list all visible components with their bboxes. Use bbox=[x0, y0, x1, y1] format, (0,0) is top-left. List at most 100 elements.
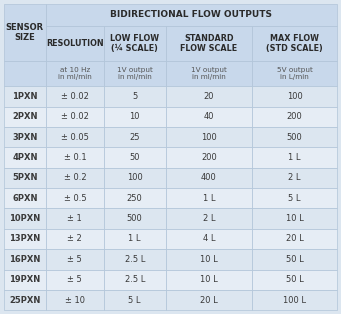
Text: 13PXN: 13PXN bbox=[9, 235, 41, 243]
Bar bbox=[165, 229, 252, 249]
Bar bbox=[4, 188, 46, 208]
Bar bbox=[46, 249, 104, 269]
Bar bbox=[252, 127, 337, 147]
Bar bbox=[252, 208, 337, 229]
Bar bbox=[46, 168, 104, 188]
Text: 5 L: 5 L bbox=[129, 295, 141, 305]
Bar bbox=[46, 86, 104, 106]
Text: 16PXN: 16PXN bbox=[9, 255, 41, 264]
Bar bbox=[165, 127, 252, 147]
Text: ± 0.2: ± 0.2 bbox=[63, 173, 86, 182]
Bar bbox=[252, 147, 337, 168]
Bar bbox=[104, 147, 165, 168]
Bar bbox=[46, 269, 104, 290]
Text: STANDARD
FLOW SCALE: STANDARD FLOW SCALE bbox=[180, 34, 237, 53]
Bar bbox=[252, 106, 337, 127]
Bar bbox=[104, 290, 165, 310]
Bar bbox=[46, 127, 104, 147]
Bar bbox=[165, 26, 252, 61]
Text: 100 L: 100 L bbox=[283, 295, 306, 305]
Text: ± 5: ± 5 bbox=[68, 255, 82, 264]
Bar bbox=[165, 290, 252, 310]
Text: ± 2: ± 2 bbox=[68, 235, 82, 243]
Bar bbox=[252, 269, 337, 290]
Bar bbox=[4, 269, 46, 290]
Bar bbox=[4, 290, 46, 310]
Bar bbox=[4, 86, 46, 106]
Bar bbox=[165, 188, 252, 208]
Bar bbox=[4, 61, 46, 86]
Text: 250: 250 bbox=[127, 194, 143, 203]
Text: 10 L: 10 L bbox=[200, 275, 218, 284]
Text: 200: 200 bbox=[286, 112, 302, 121]
Text: 5V output
in L/min: 5V output in L/min bbox=[277, 67, 312, 80]
Bar bbox=[4, 208, 46, 229]
Bar bbox=[252, 249, 337, 269]
Bar bbox=[165, 168, 252, 188]
Bar bbox=[46, 61, 104, 86]
Text: 4 L: 4 L bbox=[203, 235, 215, 243]
Text: 3PXN: 3PXN bbox=[12, 133, 38, 142]
Text: 100: 100 bbox=[127, 173, 143, 182]
Bar bbox=[252, 188, 337, 208]
Bar bbox=[165, 208, 252, 229]
Bar bbox=[165, 106, 252, 127]
Bar bbox=[46, 106, 104, 127]
Bar bbox=[46, 290, 104, 310]
Bar bbox=[252, 61, 337, 86]
Text: 50 L: 50 L bbox=[286, 275, 303, 284]
Text: ± 1: ± 1 bbox=[68, 214, 82, 223]
Text: 2.5 L: 2.5 L bbox=[124, 255, 145, 264]
Bar bbox=[104, 86, 165, 106]
Text: 2.5 L: 2.5 L bbox=[124, 275, 145, 284]
Text: 25: 25 bbox=[130, 133, 140, 142]
Text: 10 L: 10 L bbox=[286, 214, 303, 223]
Text: ± 0.5: ± 0.5 bbox=[63, 194, 86, 203]
Text: LOW FLOW
(¼ SCALE): LOW FLOW (¼ SCALE) bbox=[110, 34, 159, 53]
Bar bbox=[165, 269, 252, 290]
Text: 2 L: 2 L bbox=[203, 214, 215, 223]
Text: ± 0.1: ± 0.1 bbox=[63, 153, 86, 162]
Text: 20: 20 bbox=[204, 92, 214, 101]
Text: 400: 400 bbox=[201, 173, 217, 182]
Bar bbox=[104, 26, 165, 61]
Bar bbox=[252, 26, 337, 61]
Text: 50: 50 bbox=[130, 153, 140, 162]
Text: 6PXN: 6PXN bbox=[12, 194, 38, 203]
Bar bbox=[252, 168, 337, 188]
Bar bbox=[104, 168, 165, 188]
Bar bbox=[104, 269, 165, 290]
Bar bbox=[46, 208, 104, 229]
Bar bbox=[4, 127, 46, 147]
Text: 4PXN: 4PXN bbox=[12, 153, 38, 162]
Bar bbox=[165, 147, 252, 168]
Text: 500: 500 bbox=[127, 214, 143, 223]
Text: at 10 Hz
in ml/min: at 10 Hz in ml/min bbox=[58, 67, 92, 80]
Text: 2PXN: 2PXN bbox=[12, 112, 38, 121]
Text: 1V output
in ml/min: 1V output in ml/min bbox=[191, 67, 227, 80]
Bar bbox=[4, 147, 46, 168]
Bar bbox=[46, 188, 104, 208]
Text: 50 L: 50 L bbox=[286, 255, 303, 264]
Bar bbox=[4, 4, 46, 61]
Bar bbox=[104, 249, 165, 269]
Bar bbox=[46, 147, 104, 168]
Text: 20 L: 20 L bbox=[200, 295, 218, 305]
Bar bbox=[4, 106, 46, 127]
Text: 1PXN: 1PXN bbox=[12, 92, 38, 101]
Text: ± 5: ± 5 bbox=[68, 275, 82, 284]
Text: 25PXN: 25PXN bbox=[9, 295, 41, 305]
Bar bbox=[4, 168, 46, 188]
Bar bbox=[46, 4, 337, 26]
Text: MAX FLOW
(STD SCALE): MAX FLOW (STD SCALE) bbox=[266, 34, 323, 53]
Bar bbox=[165, 249, 252, 269]
Bar bbox=[165, 86, 252, 106]
Text: BIDIRECTIONAL FLOW OUTPUTS: BIDIRECTIONAL FLOW OUTPUTS bbox=[110, 10, 272, 19]
Bar bbox=[46, 229, 104, 249]
Text: 5PXN: 5PXN bbox=[12, 173, 38, 182]
Text: ± 0.05: ± 0.05 bbox=[61, 133, 89, 142]
Text: 100: 100 bbox=[201, 133, 217, 142]
Bar bbox=[104, 61, 165, 86]
Text: 2 L: 2 L bbox=[288, 173, 301, 182]
Text: 20 L: 20 L bbox=[286, 235, 303, 243]
